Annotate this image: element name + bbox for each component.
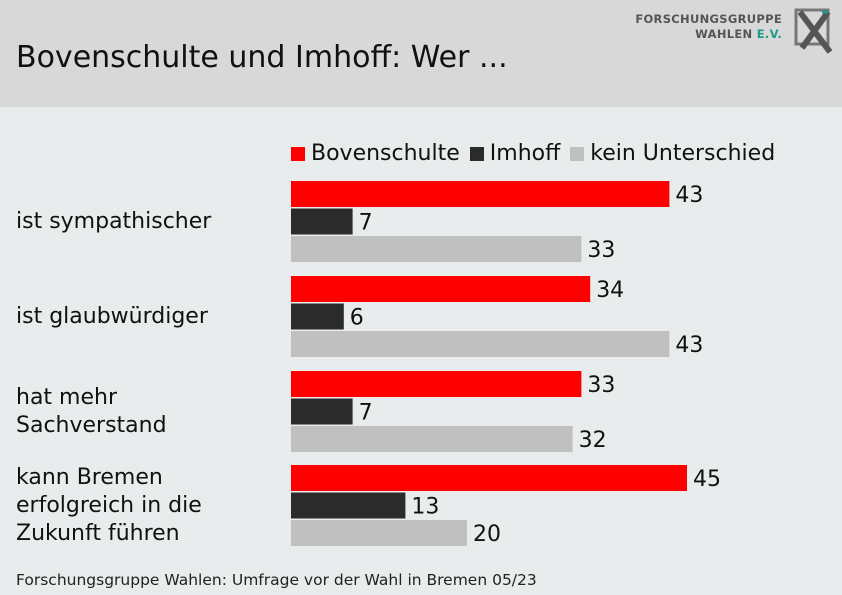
category-label: ist sympathischer — [16, 208, 212, 234]
bar — [291, 520, 467, 546]
bar — [291, 331, 670, 357]
bar — [291, 371, 582, 397]
logo: FORSCHUNGSGRUPPE WAHLEN E.V. — [604, 8, 834, 58]
data-label: 20 — [473, 522, 501, 547]
logo-line2-ev: E.V. — [756, 27, 782, 41]
data-label: 33 — [587, 373, 615, 398]
legend-label: Bovenschulte — [311, 141, 460, 166]
legend-item: Imhoff — [469, 141, 561, 166]
legend-swatch — [469, 146, 484, 161]
data-label: 34 — [596, 278, 624, 303]
category-label: ist glaubwürdiger — [16, 303, 208, 329]
data-label: 7 — [359, 211, 373, 236]
ballot-x-icon — [794, 8, 833, 54]
legend-swatch — [570, 146, 585, 161]
legend-label: Imhoff — [489, 141, 561, 166]
bar — [291, 276, 591, 302]
legend-item: Bovenschulte — [291, 141, 460, 166]
bar — [291, 398, 353, 425]
bar — [291, 492, 406, 519]
data-label: 7 — [359, 401, 373, 426]
legend: Bovenschulte Imhoff kein Unterschied — [291, 141, 785, 166]
legend-label: kein Unterschied — [590, 141, 776, 166]
legend-swatch — [291, 146, 305, 161]
bar — [291, 303, 344, 330]
data-label: 33 — [587, 238, 615, 263]
data-label: 6 — [350, 306, 364, 331]
legend-item: kein Unterschied — [570, 141, 775, 166]
category-label: kann Bremen erfolgreich in die Zukunft f… — [16, 464, 202, 546]
data-label: 43 — [675, 183, 703, 208]
bar — [291, 181, 670, 207]
header-band: Bovenschulte und Imhoff: Wer ... FORSCHU… — [0, 0, 842, 107]
logo-text: FORSCHUNGSGRUPPE WAHLEN E.V. — [635, 12, 782, 42]
bar — [291, 426, 573, 452]
data-label: 45 — [693, 467, 721, 492]
source-note: Forschungsgruppe Wahlen: Umfrage vor der… — [16, 571, 537, 589]
bar — [291, 465, 687, 491]
chart-title: Bovenschulte und Imhoff: Wer ... — [16, 40, 508, 75]
logo-line1: FORSCHUNGSGRUPPE — [635, 12, 782, 26]
data-label: 32 — [579, 428, 607, 453]
logo-line2-main: WAHLEN — [695, 27, 753, 41]
category-label: hat mehr Sachverstand — [16, 384, 167, 438]
logo-line2: WAHLEN E.V. — [635, 27, 782, 42]
data-label: 43 — [675, 333, 703, 358]
data-label: 13 — [411, 495, 439, 520]
bar — [291, 208, 353, 235]
bar — [291, 236, 582, 262]
